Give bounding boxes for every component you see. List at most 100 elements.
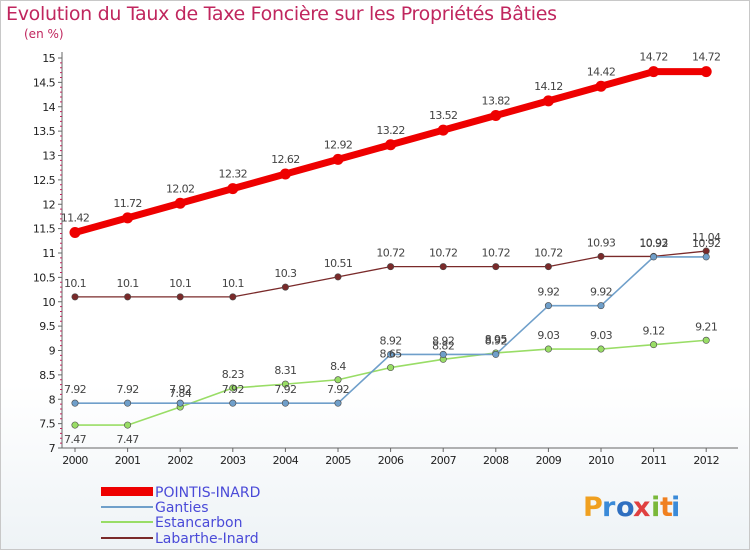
data-label: 8.82 — [432, 339, 454, 352]
data-label: 11.72 — [113, 197, 142, 210]
logo-letter: i — [671, 492, 680, 523]
data-point — [176, 399, 184, 407]
y-tick-label: 9 — [49, 345, 56, 358]
data-point — [700, 66, 712, 78]
data-label: 12.92 — [324, 138, 353, 151]
data-point — [334, 273, 342, 281]
data-label: 13.82 — [482, 95, 511, 108]
data-label: 8.92 — [432, 334, 454, 347]
data-point — [650, 341, 658, 349]
data-label: 7.47 — [64, 433, 87, 446]
y-tick-label: 8.5 — [39, 369, 55, 382]
data-point — [490, 110, 502, 122]
x-tick-label: 2008 — [483, 454, 509, 467]
legend-label: Ganties — [155, 500, 209, 516]
data-label: 8.23 — [222, 368, 245, 381]
y-tick-label: 9.5 — [39, 320, 55, 333]
data-label: 14.72 — [692, 51, 721, 64]
x-tick-label: 2000 — [62, 454, 88, 467]
legend-label: POINTIS-INARD — [155, 485, 260, 501]
data-label: 10.3 — [274, 267, 297, 280]
data-point — [597, 302, 605, 310]
data-point — [174, 197, 186, 209]
y-tick-label: 13.5 — [33, 125, 56, 138]
data-label: 9.03 — [590, 329, 613, 342]
x-tick-label: 2010 — [588, 454, 614, 467]
x-tick-label: 2007 — [430, 454, 456, 467]
data-point — [387, 263, 395, 271]
x-tick-label: 2009 — [536, 454, 562, 467]
data-label: 8.92 — [485, 334, 507, 347]
data-point — [492, 350, 500, 358]
data-label: 7.92 — [117, 383, 139, 396]
data-label: 10.72 — [429, 247, 458, 260]
logo-letter: i — [651, 492, 660, 523]
x-tick-label: 2003 — [220, 454, 246, 467]
data-point — [492, 263, 500, 271]
data-label: 10.93 — [639, 236, 668, 249]
y-unit-label: (en %) — [24, 27, 64, 41]
data-label: 11.04 — [692, 231, 721, 244]
x-tick-label: 2006 — [378, 454, 404, 467]
data-label: 7.92 — [327, 383, 349, 396]
y-tick-label: 12 — [42, 198, 55, 211]
chart-title: Evolution du Taux de Taxe Foncière sur l… — [6, 3, 557, 25]
data-label: 10.1 — [169, 277, 191, 290]
x-tick-label: 2005 — [325, 454, 351, 467]
logo-letter: t — [660, 492, 673, 523]
data-label: 8.92 — [380, 334, 402, 347]
y-tick-label: 8 — [49, 393, 56, 406]
data-label: 7.84 — [169, 387, 192, 400]
data-label: 9.21 — [695, 320, 717, 333]
data-label: 8.65 — [380, 348, 403, 361]
data-point — [71, 399, 79, 407]
data-label: 13.52 — [429, 109, 458, 122]
data-point — [387, 350, 395, 358]
data-label: 10.1 — [117, 277, 139, 290]
data-label: 9.92 — [537, 286, 559, 299]
data-point — [281, 380, 289, 388]
data-point — [702, 253, 710, 261]
logo-letter: o — [616, 492, 635, 523]
data-point — [385, 139, 397, 151]
data-point — [124, 421, 132, 429]
data-label: 7.47 — [117, 433, 140, 446]
data-point — [176, 293, 184, 301]
data-label: 10.72 — [482, 247, 511, 260]
data-label: 10.51 — [324, 257, 353, 270]
data-label: 10.1 — [64, 277, 86, 290]
data-label: 12.02 — [166, 182, 195, 195]
x-tick-label: 2004 — [273, 454, 299, 467]
data-point — [334, 376, 342, 384]
data-label: 7.92 — [222, 383, 244, 396]
data-point — [281, 399, 289, 407]
y-tick-label: 10.5 — [33, 271, 56, 284]
legend-label: Estancarbon — [155, 515, 242, 531]
logo-letter: r — [602, 492, 616, 523]
data-label: 7.92 — [64, 383, 86, 396]
data-label: 9.92 — [590, 286, 612, 299]
data-label: 10.93 — [587, 236, 616, 249]
y-tick-label: 7.5 — [39, 418, 55, 431]
data-label: 10.72 — [376, 247, 405, 260]
data-point — [544, 263, 552, 271]
data-label: 7.92 — [274, 383, 296, 396]
data-label: 12.62 — [271, 153, 300, 166]
x-tick-label: 2001 — [115, 454, 141, 467]
y-tick-label: 14 — [42, 101, 55, 114]
data-point — [437, 124, 449, 136]
data-point — [124, 293, 132, 301]
data-point — [279, 168, 291, 180]
y-tick-label: 11 — [42, 247, 55, 260]
data-point — [332, 153, 344, 165]
data-label: 10.92 — [692, 237, 721, 250]
data-point — [229, 384, 237, 392]
data-point — [387, 364, 395, 372]
data-point — [595, 80, 607, 92]
data-point — [439, 350, 447, 358]
data-label: 11.42 — [61, 212, 90, 225]
data-point — [648, 66, 660, 78]
data-point — [439, 263, 447, 271]
y-tick-label: 12.5 — [33, 174, 56, 187]
